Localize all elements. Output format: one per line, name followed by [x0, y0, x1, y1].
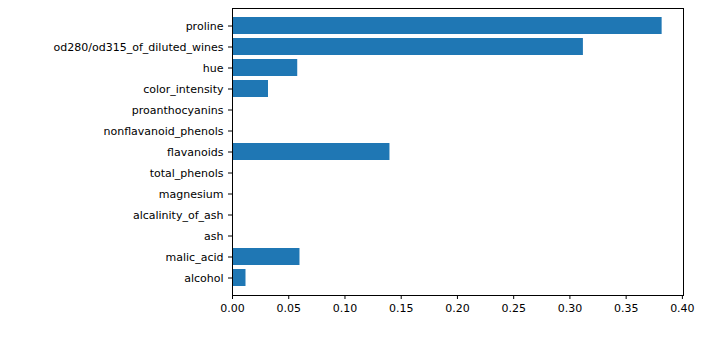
- svg-text:alcalinity_of_ash: alcalinity_of_ash: [133, 209, 224, 222]
- svg-text:0.40: 0.40: [670, 302, 695, 315]
- svg-text:hue: hue: [203, 62, 224, 75]
- svg-text:0.15: 0.15: [389, 302, 414, 315]
- svg-text:0.20: 0.20: [445, 302, 470, 315]
- svg-text:magnesium: magnesium: [159, 188, 224, 201]
- svg-text:0.05: 0.05: [276, 302, 301, 315]
- svg-text:flavanoids: flavanoids: [167, 146, 224, 159]
- svg-text:malic_acid: malic_acid: [166, 251, 224, 264]
- svg-text:0.00: 0.00: [220, 302, 245, 315]
- svg-text:proline: proline: [186, 20, 224, 33]
- svg-text:ash: ash: [204, 230, 223, 243]
- svg-text:total_phenols: total_phenols: [150, 167, 224, 180]
- svg-text:proanthocyanins: proanthocyanins: [132, 104, 224, 117]
- svg-text:0.10: 0.10: [333, 302, 358, 315]
- svg-text:alcohol: alcohol: [184, 272, 223, 285]
- svg-text:0.30: 0.30: [558, 302, 583, 315]
- svg-text:color_intensity: color_intensity: [143, 83, 224, 96]
- svg-text:0.35: 0.35: [614, 302, 639, 315]
- svg-text:nonflavanoid_phenols: nonflavanoid_phenols: [103, 125, 223, 138]
- svg-text:od280/od315_of_diluted_wines: od280/od315_of_diluted_wines: [54, 41, 224, 54]
- svg-text:0.25: 0.25: [501, 302, 526, 315]
